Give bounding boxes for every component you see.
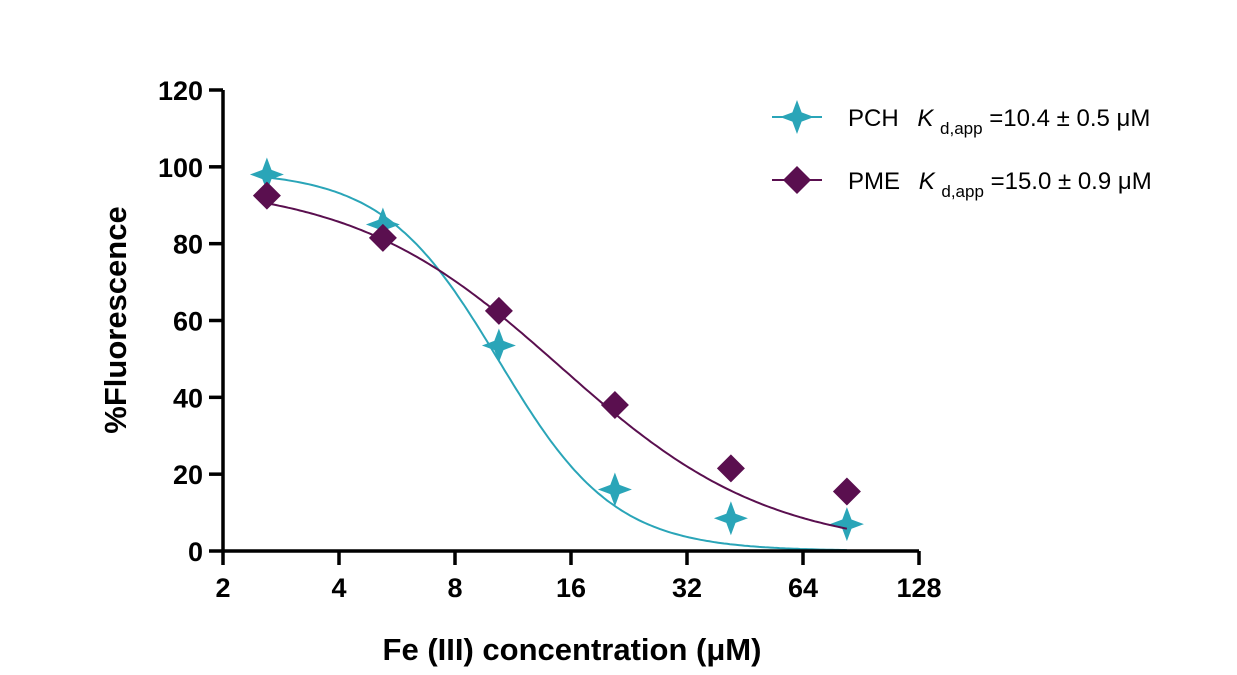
- pme-point-4: [716, 454, 745, 483]
- y-ticks: 0 20 40 60 80 100 120: [158, 76, 223, 567]
- x-tick-label-32: 32: [672, 573, 702, 603]
- legend-pch-label: PCH K d,app =10.4 ± 0.5 μM: [848, 105, 1150, 140]
- legend: PCH K d,app =10.4 ± 0.5 μM PME K d,app =…: [772, 100, 1152, 203]
- legend-pme-diamond-marker: [783, 166, 811, 194]
- pch-point-5: [829, 507, 864, 542]
- x-ticks: 2 4 8 16 32 64 128: [215, 551, 942, 603]
- y-axis-title: %Fluorescence: [98, 206, 133, 433]
- legend-pme-name: PME: [848, 168, 900, 195]
- y-tick-label-80: 80: [173, 230, 203, 260]
- pme-fit-curve: [261, 201, 848, 530]
- y-tick-label-0: 0: [188, 537, 203, 567]
- legend-pme-label: PME K d,app =15.0 ± 0.9 μM: [848, 168, 1152, 203]
- x-tick-label-2: 2: [215, 573, 230, 603]
- x-axis-title: Fe (III) concentration (μM): [383, 632, 762, 667]
- legend-pme-kd-symbol: K: [919, 168, 936, 195]
- pme-point-0: [252, 181, 281, 210]
- plot-area: [249, 157, 864, 552]
- pch-point-3: [597, 472, 632, 507]
- y-tick-label-60: 60: [173, 307, 203, 337]
- legend-pch-name: PCH: [848, 105, 899, 132]
- axes: [221, 90, 919, 553]
- x-tick-label-8: 8: [447, 573, 462, 603]
- legend-pch-kd-subscript: d,app: [940, 119, 983, 138]
- pch-point-4: [713, 501, 748, 536]
- pme-point-1: [368, 223, 397, 252]
- x-tick-label-64: 64: [788, 573, 818, 603]
- pme-point-5: [832, 477, 861, 506]
- legend-pme-kd-subscript: d,app: [941, 182, 984, 201]
- pme-point-3: [600, 391, 629, 420]
- pch-fit-curve: [261, 175, 847, 552]
- legend-pch-kd-value: =10.4 ± 0.5 μM: [989, 105, 1150, 132]
- legend-pch-kd-symbol: K: [917, 105, 934, 132]
- x-tick-label-128: 128: [896, 573, 941, 603]
- legend-pch-star-marker: [780, 100, 814, 134]
- legend-item-pme: PME K d,app =15.0 ± 0.9 μM: [772, 166, 1152, 203]
- x-tick-label-16: 16: [556, 573, 586, 603]
- y-tick-label-20: 20: [173, 460, 203, 490]
- pch-point-2: [481, 328, 516, 363]
- y-tick-label-100: 100: [158, 153, 203, 183]
- x-tick-label-4: 4: [331, 573, 346, 603]
- pch-point-0: [249, 157, 284, 192]
- legend-pme-kd-value: =15.0 ± 0.9 μM: [991, 168, 1152, 195]
- legend-item-pch: PCH K d,app =10.4 ± 0.5 μM: [772, 100, 1150, 140]
- y-tick-label-120: 120: [158, 76, 203, 106]
- y-tick-label-40: 40: [173, 383, 203, 413]
- pme-point-2: [484, 296, 513, 325]
